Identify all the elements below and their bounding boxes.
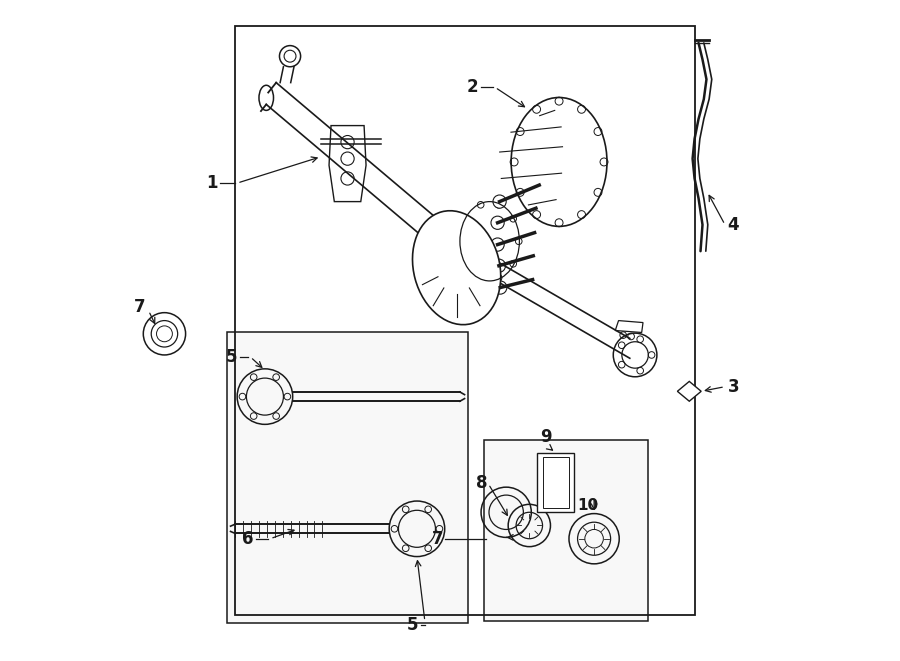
Text: 8: 8 (475, 473, 487, 492)
Text: 10: 10 (577, 498, 598, 513)
Text: 4: 4 (727, 215, 739, 234)
Circle shape (491, 216, 504, 229)
Text: 9: 9 (540, 428, 552, 446)
Circle shape (493, 195, 506, 208)
Circle shape (493, 281, 507, 294)
Polygon shape (678, 381, 701, 401)
Bar (537, 453, 574, 512)
Text: 5: 5 (407, 615, 418, 634)
Circle shape (492, 259, 506, 272)
Text: 7: 7 (432, 529, 444, 548)
Text: 2: 2 (467, 78, 479, 97)
Ellipse shape (511, 97, 607, 226)
Text: 5: 5 (226, 348, 238, 366)
Text: 6: 6 (242, 529, 254, 548)
Bar (543, 457, 569, 508)
Text: 1: 1 (206, 174, 217, 192)
Polygon shape (227, 332, 468, 623)
Text: 3: 3 (727, 377, 739, 396)
Polygon shape (484, 440, 648, 621)
Ellipse shape (412, 211, 500, 325)
Text: 7: 7 (134, 298, 146, 317)
Circle shape (491, 238, 504, 251)
